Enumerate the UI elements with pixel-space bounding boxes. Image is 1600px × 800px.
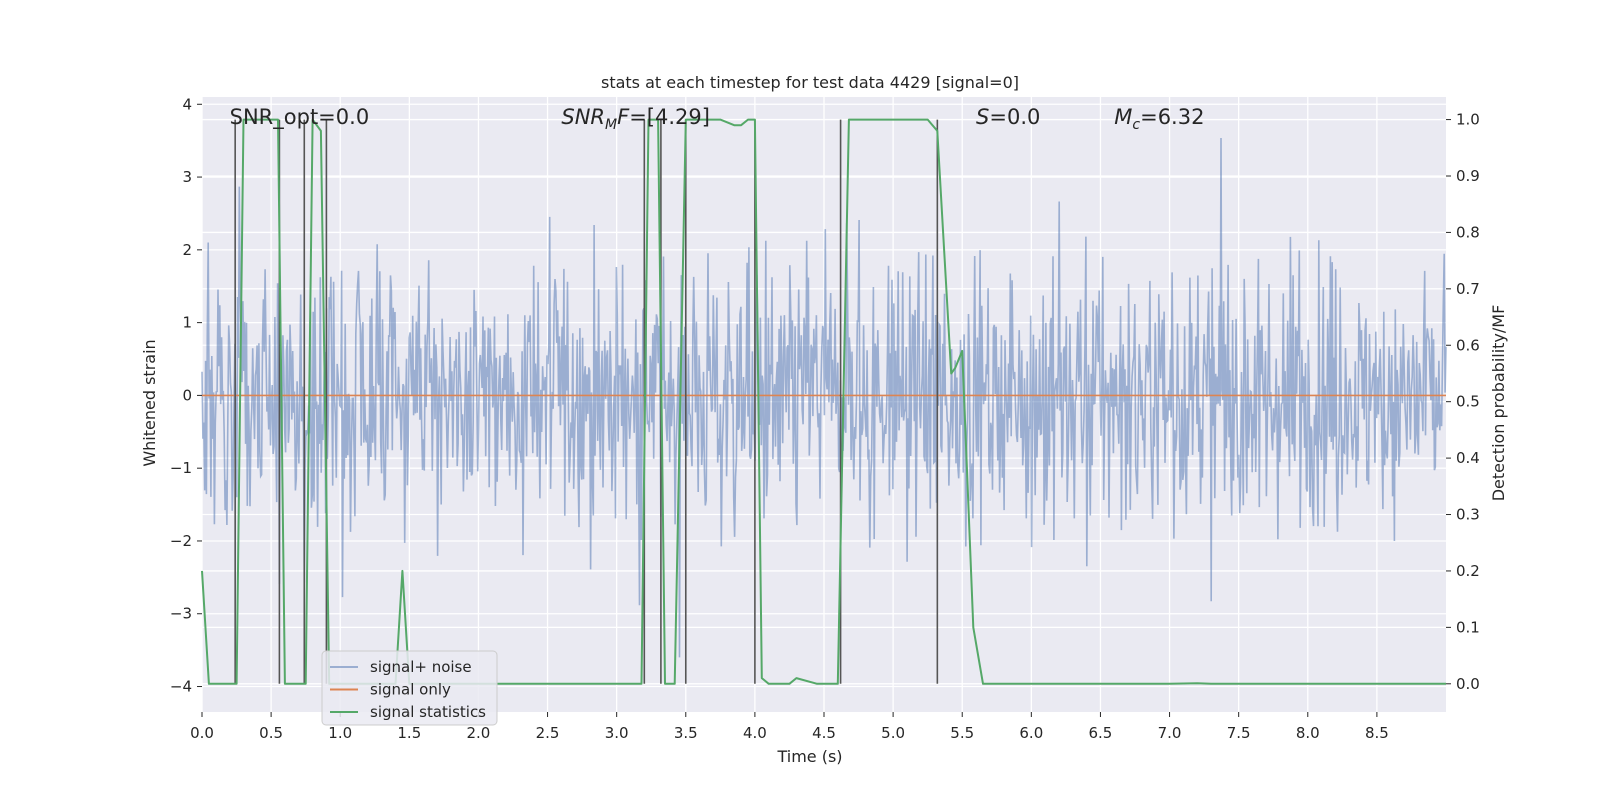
signal-noise-series	[201, 137, 1447, 658]
x-tick-label: 7.5	[1227, 724, 1251, 742]
y-axis-label-right: Detection probability/MF	[1489, 305, 1508, 502]
y-tick-label-right: 0.1	[1456, 618, 1480, 636]
x-tick-label: 6.0	[1019, 724, 1043, 742]
y-tick-label-left: −2	[170, 532, 192, 550]
y-tick-label-left: −3	[170, 605, 192, 623]
signal-statistics-line	[201, 118, 1446, 685]
y-tick-label-right: 0.8	[1456, 223, 1480, 241]
annotation-2: S=0.0	[976, 105, 1040, 129]
x-tick-label: 0.5	[259, 724, 283, 742]
y-tick-label-right: 0.3	[1456, 506, 1480, 524]
legend: signal+ noise signal only signal statistic…	[321, 650, 498, 726]
x-tick-label: 7.0	[1158, 724, 1182, 742]
x-tick-label: 5.5	[950, 724, 974, 742]
signal-noise-line	[201, 137, 1447, 658]
x-tick-label: 4.0	[743, 724, 767, 742]
y-tick-label-left: −1	[170, 459, 192, 477]
legend-label: signal+ noise	[370, 658, 472, 676]
y-tick-label-right: 0.6	[1456, 336, 1480, 354]
x-axis-label: Time (s)	[776, 747, 842, 766]
y-tick-label-right: 0.0	[1456, 675, 1480, 693]
x-tick-label: 0.0	[190, 724, 214, 742]
x-tick-label: 1.5	[397, 724, 421, 742]
x-tick-label: 1.0	[328, 724, 352, 742]
x-tick-label: 3.0	[605, 724, 629, 742]
y-tick-label-left: 0	[182, 386, 192, 404]
annotation-3: Mc=6.32	[1114, 105, 1204, 133]
annotation-0: SNR_opt=0.0	[230, 105, 370, 130]
y-tick-label-right: 1.0	[1456, 111, 1480, 129]
legend-box	[321, 650, 498, 726]
x-tick-label: 5.0	[881, 724, 905, 742]
y-tick-label-left: 2	[182, 241, 192, 259]
signal-statistics-series	[201, 118, 1446, 685]
x-tick-label: 4.5	[812, 724, 836, 742]
y-tick-label-left: 4	[182, 95, 192, 113]
x-tick-label: 8.5	[1365, 724, 1389, 742]
y-tick-label-right: 0.7	[1456, 280, 1480, 298]
x-tick-label: 8.0	[1296, 724, 1320, 742]
legend-label: signal only	[370, 681, 451, 699]
legend-label: signal statistics	[370, 703, 486, 721]
y-tick-label-left: 3	[182, 168, 192, 186]
x-tick-label: 2.5	[536, 724, 560, 742]
annotations: SNR_opt=0.0 SNRMF=[4.29] S=0.0 Mc=6.32	[230, 105, 1205, 133]
y-tick-label-right: 0.9	[1456, 167, 1480, 185]
chart-title: stats at each timestep for test data 442…	[601, 73, 1019, 92]
annotation-1: SNRMF=[4.29]	[561, 105, 710, 133]
y-tick-label-left: 1	[182, 314, 192, 332]
y-tick-label-left: −4	[170, 678, 192, 696]
y-tick-label-right: 0.5	[1456, 393, 1480, 411]
y-axis-label-left: Whitened strain	[140, 339, 159, 466]
axis-ticks: 0.0 0.5 1.0 1.5 2.0 2.5 3.0 3.5 4.0 4.5 5.0 5.5 6.0 6…	[170, 95, 1480, 742]
y-tick-label-right: 0.4	[1456, 449, 1480, 467]
x-tick-label: 6.5	[1089, 724, 1113, 742]
x-tick-label: 2.0	[467, 724, 491, 742]
x-tick-label: 3.5	[674, 724, 698, 742]
y-tick-label-right: 0.2	[1456, 562, 1480, 580]
